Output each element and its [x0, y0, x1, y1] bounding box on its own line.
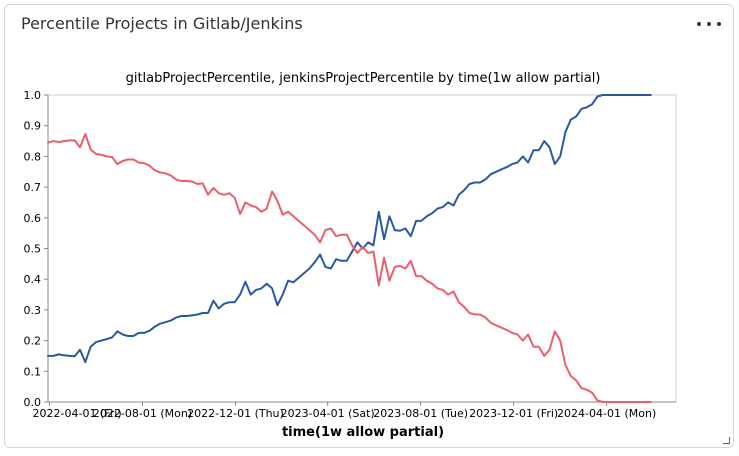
x-tick-label: 2022-12-01 (Thu) — [187, 407, 284, 420]
y-tick-label: 0.9 — [24, 120, 42, 133]
y-tick-label: 0.7 — [24, 181, 42, 194]
ellipsis-icon — [717, 22, 721, 26]
x-tick-label: 2023-12-01 (Fri) — [469, 407, 558, 420]
x-tick-label: 2022-04-01 (Fri) — [33, 407, 122, 420]
y-tick-label: 0.0 — [24, 396, 42, 409]
x-axis-label: time(1w allow partial) — [282, 425, 444, 440]
x-tick-label: 2022-08-01 (Mon) — [93, 407, 192, 420]
chart-title: gitlabProjectPercentile, jenkinsProjectP… — [126, 71, 601, 86]
y-axis: 0.0 0.1 0.2 0.3 0.4 0.5 0.6 0.7 0.8 0.9 1.0 — [24, 89, 677, 409]
y-tick-label: 0.2 — [24, 335, 42, 348]
chart-panel: Percentile Projects in Gitlab/Jenkins — [4, 4, 734, 448]
x-axis: 2022-04-01 (Fri)2022-08-01 (Mon)2022-12-… — [33, 401, 676, 420]
series-line-jenkinsProjectPercentile — [47, 133, 652, 403]
y-tick-label: 0.5 — [24, 243, 42, 256]
ellipsis-icon — [697, 22, 701, 26]
panel-menu-button[interactable] — [697, 15, 721, 33]
y-tick-label: 0.4 — [24, 273, 42, 286]
y-tick-label: 0.1 — [24, 365, 42, 378]
series-line-gitlabProjectPercentile — [47, 94, 652, 364]
y-tick-label: 0.6 — [24, 212, 42, 225]
series-layer — [47, 94, 652, 403]
ellipsis-icon — [707, 22, 711, 26]
x-tick-label: 2024-04-01 (Mon) — [557, 407, 656, 420]
panel-title: Percentile Projects in Gitlab/Jenkins — [21, 14, 303, 33]
y-tick-label: 0.3 — [24, 304, 42, 317]
y-tick-label: 0.8 — [24, 150, 42, 163]
x-tick-label: 2023-08-01 (Tue) — [373, 407, 468, 420]
x-tick-label: 2023-04-01 (Sat) — [281, 407, 375, 420]
y-tick-label: 1.0 — [24, 89, 42, 102]
resize-handle-icon[interactable] — [723, 437, 730, 444]
